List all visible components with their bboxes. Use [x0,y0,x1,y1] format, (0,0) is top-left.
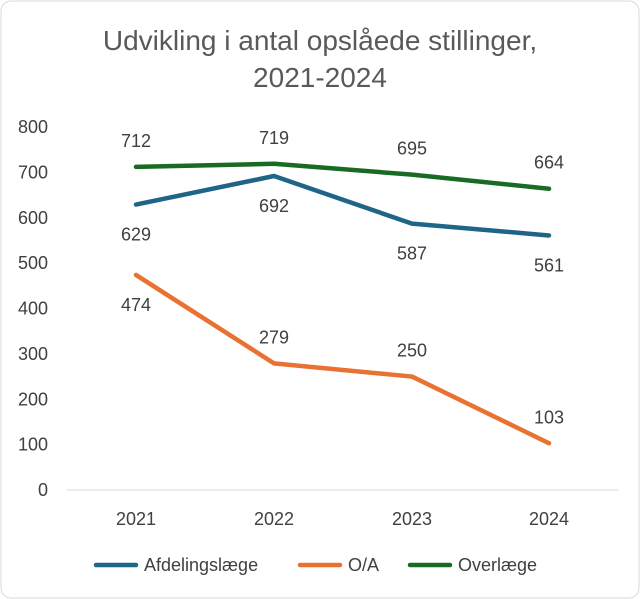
data-label-afdelingsl-ge: 692 [259,196,289,216]
data-label-afdelingsl-ge: 629 [121,225,151,245]
x-tick-label: 2023 [392,509,432,529]
y-tick-label: 700 [18,162,48,182]
data-label-overl-ge: 719 [259,128,289,148]
series-line-afdelingsl-ge [133,173,552,238]
data-label-o-a: 250 [397,341,427,361]
data-label-o-a: 474 [121,295,151,315]
series-line-overl-ge [133,161,552,191]
data-label-o-a: 279 [259,327,289,347]
y-tick-label: 0 [38,480,48,500]
y-tick-label: 600 [18,208,48,228]
legend-label-overl-ge: Overlæge [458,555,537,575]
x-tick-label: 2024 [529,509,569,529]
y-tick-label: 500 [18,253,48,273]
x-tick-label: 2022 [254,509,294,529]
series-line-o-a [133,272,552,446]
chart-title-line-2: 2021-2024 [253,62,387,93]
y-tick-label: 300 [18,344,48,364]
data-label-afdelingsl-ge: 587 [397,244,427,264]
data-label-overl-ge: 664 [534,153,564,173]
chart-title-line-1: Udvikling i antal opslåede stillinger, [103,25,537,56]
data-label-afdelingsl-ge: 561 [534,255,564,275]
y-tick-label: 800 [18,117,48,137]
legend-label-o-a: O/A [348,555,379,575]
legend-label-afdelingsl-ge: Afdelingslæge [144,555,258,575]
x-tick-label: 2021 [116,509,156,529]
y-tick-label: 200 [18,389,48,409]
data-label-overl-ge: 712 [121,131,151,151]
y-tick-label: 100 [18,435,48,455]
data-label-overl-ge: 695 [397,139,427,159]
y-tick-label: 400 [18,299,48,319]
data-label-o-a: 103 [534,407,564,427]
